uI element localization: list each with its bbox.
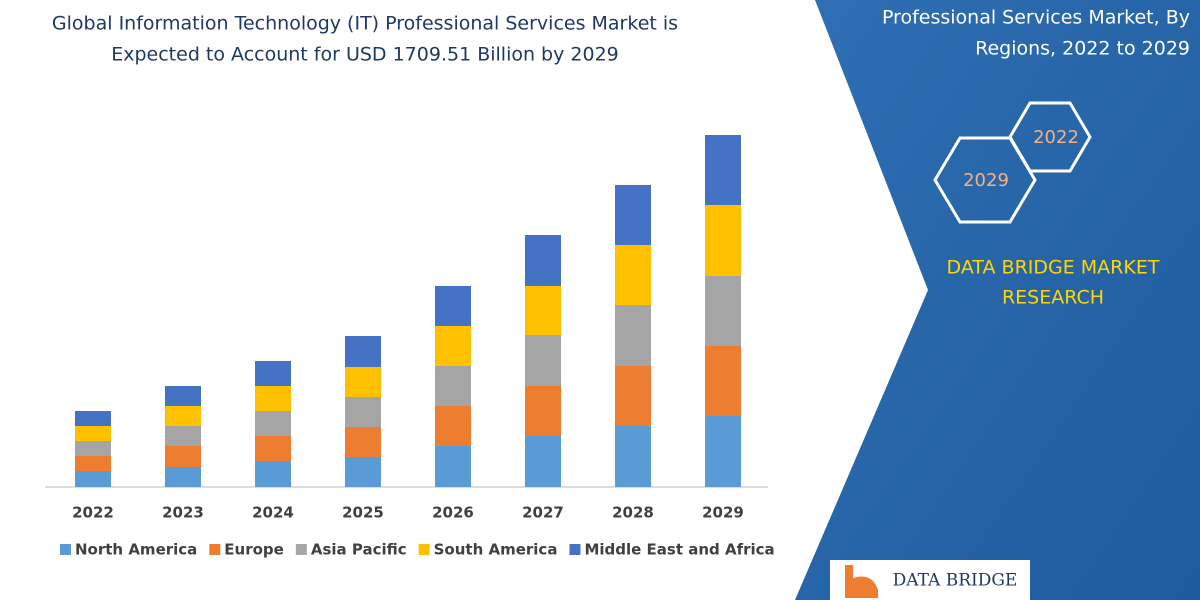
side-title: Regions, 2022 to 2029 (975, 38, 1190, 60)
bar-segment (255, 461, 291, 487)
bar-segment (705, 276, 741, 346)
bar-segment (75, 456, 111, 471)
bar-segment (75, 441, 111, 456)
bar-segment (615, 305, 651, 366)
bar-segment (705, 135, 741, 205)
bar-segment (165, 467, 201, 487)
side-title: Professional Services Market, By (882, 7, 1190, 29)
bar-segment (345, 397, 381, 427)
bar-segment (435, 446, 471, 487)
brand-text: DATA BRIDGE MARKET (947, 257, 1160, 279)
legend-label: North America (75, 541, 197, 559)
bar-segment (435, 286, 471, 326)
legend-label: Asia Pacific (311, 541, 407, 559)
bar-segment (75, 411, 111, 426)
bar-segment (525, 335, 561, 386)
legend-swatch (418, 544, 430, 555)
bar-segment (165, 406, 201, 426)
bar-segment (75, 471, 111, 487)
bar-segment (255, 411, 291, 436)
x-tick-label: 2026 (432, 504, 474, 522)
legend-label: Middle East and Africa (584, 541, 774, 559)
legend-label: South America (434, 541, 558, 559)
x-tick-label: 2025 (342, 504, 384, 522)
bar-segment (525, 386, 561, 436)
bar-segment (165, 426, 201, 446)
legend-swatch (295, 544, 307, 555)
bar-segment (615, 245, 651, 305)
bar-segment (255, 436, 291, 461)
bar-segment (255, 386, 291, 411)
x-tick-label: 2024 (252, 504, 294, 522)
brand-text: RESEARCH (1002, 287, 1104, 309)
bar-segment (435, 326, 471, 366)
bar-segment (75, 426, 111, 441)
bar-segment (705, 205, 741, 276)
bar-segment (615, 426, 651, 487)
bar-segment (525, 286, 561, 335)
bar-segment (345, 457, 381, 487)
x-tick-label: 2029 (702, 504, 744, 522)
chart-title: Expected to Account for USD 1709.51 Bill… (111, 44, 619, 66)
x-tick-label: 2023 (162, 504, 204, 522)
logo-icon (845, 565, 878, 598)
bar-segment (165, 446, 201, 467)
hexagon-label: 2022 (1033, 127, 1079, 148)
logo-text: DATA BRIDGE (893, 571, 1018, 591)
side-panel-background (795, 0, 1200, 600)
bar-segment (345, 336, 381, 367)
chart-title: Global Information Technology (IT) Profe… (52, 13, 678, 35)
legend-swatch (569, 544, 581, 555)
hexagon-label: 2029 (963, 170, 1009, 191)
bar-segment (525, 235, 561, 286)
bar-segment (345, 367, 381, 397)
bar-segment (165, 386, 201, 406)
legend-label: Europe (224, 541, 284, 559)
legend-swatch (209, 544, 221, 555)
bar-segment (435, 406, 471, 446)
x-tick-label: 2027 (522, 504, 564, 522)
bar-segment (615, 366, 651, 426)
bar-segment (705, 346, 741, 416)
x-tick-label: 2022 (72, 504, 114, 522)
bar-segment (345, 427, 381, 457)
bar-segment (255, 361, 291, 386)
bar-segment (435, 366, 471, 406)
legend-swatch (60, 544, 71, 555)
hexagon (933, 136, 1037, 224)
bar-segment (525, 436, 561, 487)
bar-segment (705, 416, 741, 487)
x-tick-label: 2028 (612, 504, 654, 522)
bar-segment (615, 185, 651, 245)
